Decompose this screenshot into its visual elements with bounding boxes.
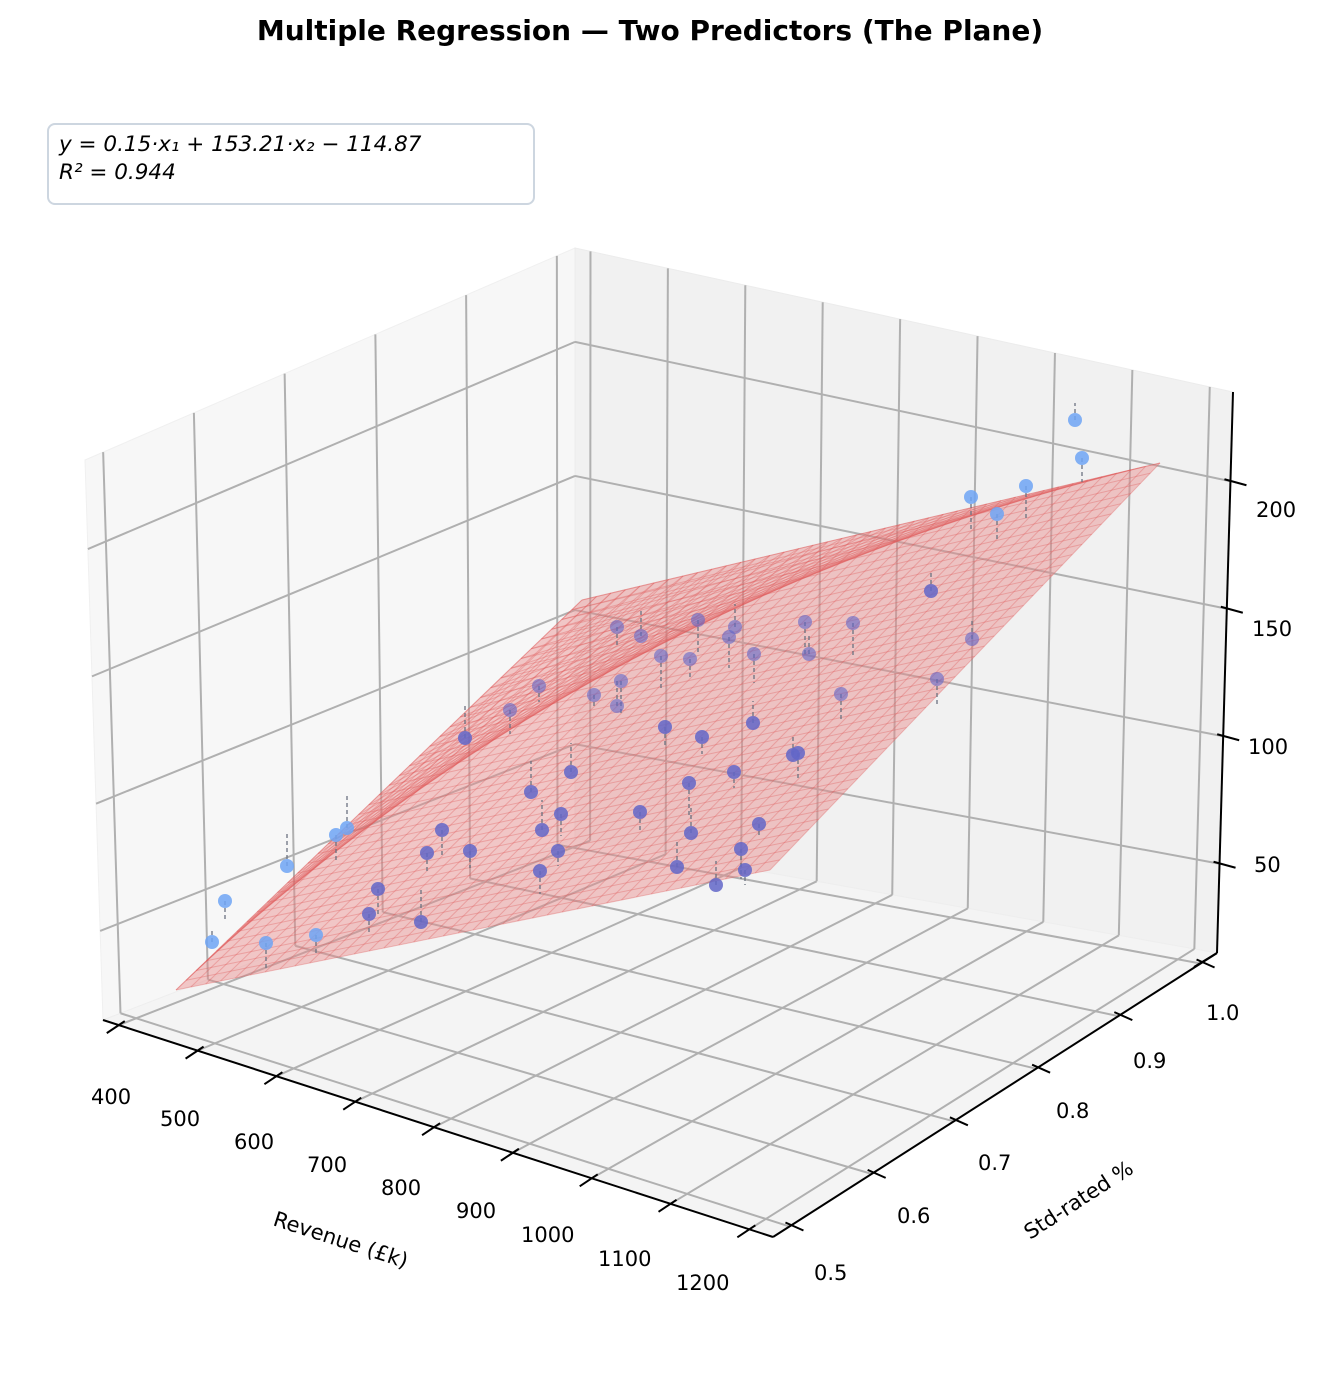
data-point [633,805,647,819]
data-point [614,674,628,688]
data-point [791,746,805,760]
r-squared-value: R² = 0.944 [59,160,176,185]
data-point [682,776,696,790]
data-point [746,716,760,730]
data-point [551,844,565,858]
data-point [259,936,273,950]
data-point [798,615,812,629]
data-point [218,894,232,908]
svg-text:150: 150 [1252,617,1292,641]
data-point [695,730,709,744]
data-point [734,842,748,856]
axis-ticks [106,478,1247,1239]
data-point [684,826,698,840]
data-point [709,878,723,892]
data-point [654,649,668,663]
x-axis [102,1019,774,1238]
x-axis-label: Revenue (£k) [270,1207,411,1273]
data-point [420,846,434,860]
svg-text:0.7: 0.7 [978,1151,1011,1175]
x-tick-labels: 400 500 600 700 800 900 1000 1100 1200 [91,1085,729,1295]
equation-annotation: y = 0.15·x₁ + 153.21·x₂ − 114.87 R² = 0.… [47,123,535,205]
svg-text:0.5: 0.5 [814,1261,847,1285]
data-point [670,860,684,874]
chart-title: Multiple Regression — Two Predictors (Th… [256,14,1044,47]
svg-text:0.8: 0.8 [1056,1099,1089,1123]
data-point [930,672,944,686]
data-point [728,620,742,634]
data-point [535,823,549,837]
data-point [587,688,601,702]
data-point [1075,451,1089,465]
data-point [691,613,705,627]
data-point [309,928,323,942]
svg-text:0.9: 0.9 [1133,1049,1166,1073]
svg-text:1.0: 1.0 [1206,1001,1239,1025]
data-point [329,828,343,842]
data-point [503,703,517,717]
data-point [458,731,472,745]
svg-text:700: 700 [307,1153,347,1177]
svg-text:600: 600 [234,1130,274,1154]
svg-text:200: 200 [1256,498,1296,522]
data-point [834,687,848,701]
data-point [738,863,752,877]
data-point [610,699,624,713]
data-point [371,882,385,896]
svg-text:1200: 1200 [676,1271,729,1295]
svg-text:50: 50 [1254,853,1281,877]
data-point [727,765,741,779]
data-point [634,629,648,643]
data-point [846,616,860,630]
svg-text:100: 100 [1248,735,1288,759]
data-point [554,807,568,821]
y-axis [772,952,1218,1238]
y-tick-labels: 0.5 0.6 0.7 0.8 0.9 1.0 [814,1001,1239,1285]
data-point [532,679,546,693]
svg-text:900: 900 [456,1199,496,1223]
regression-equation: y = 0.15·x₁ + 153.21·x₂ − 114.87 [59,132,422,157]
data-point [524,785,538,799]
data-point [990,507,1004,521]
data-point [965,632,979,646]
data-point [1068,413,1082,427]
svg-text:800: 800 [381,1176,421,1200]
data-point [205,935,219,949]
data-point [340,821,354,835]
data-point [964,490,978,504]
data-point [414,915,428,929]
data-point [658,720,672,734]
z-tick-labels: 200 150 100 50 [1248,498,1296,877]
data-point [802,647,816,661]
data-point [610,620,624,634]
data-points [205,413,1089,950]
data-point [747,647,761,661]
y-axis-label: Std-rated % [1020,1156,1138,1244]
data-point [533,864,547,878]
data-point [683,652,697,666]
svg-text:1100: 1100 [598,1247,651,1271]
data-point [564,765,578,779]
data-point [362,907,376,921]
svg-text:0.6: 0.6 [897,1204,930,1228]
data-point [280,859,294,873]
gridlines [87,251,1231,1231]
data-point [752,817,766,831]
data-point [924,584,938,598]
svg-text:500: 500 [160,1107,200,1131]
svg-text:1000: 1000 [521,1223,574,1247]
svg-text:400: 400 [91,1085,131,1109]
data-point [1019,479,1033,493]
data-point [463,844,477,858]
data-point [435,823,449,837]
